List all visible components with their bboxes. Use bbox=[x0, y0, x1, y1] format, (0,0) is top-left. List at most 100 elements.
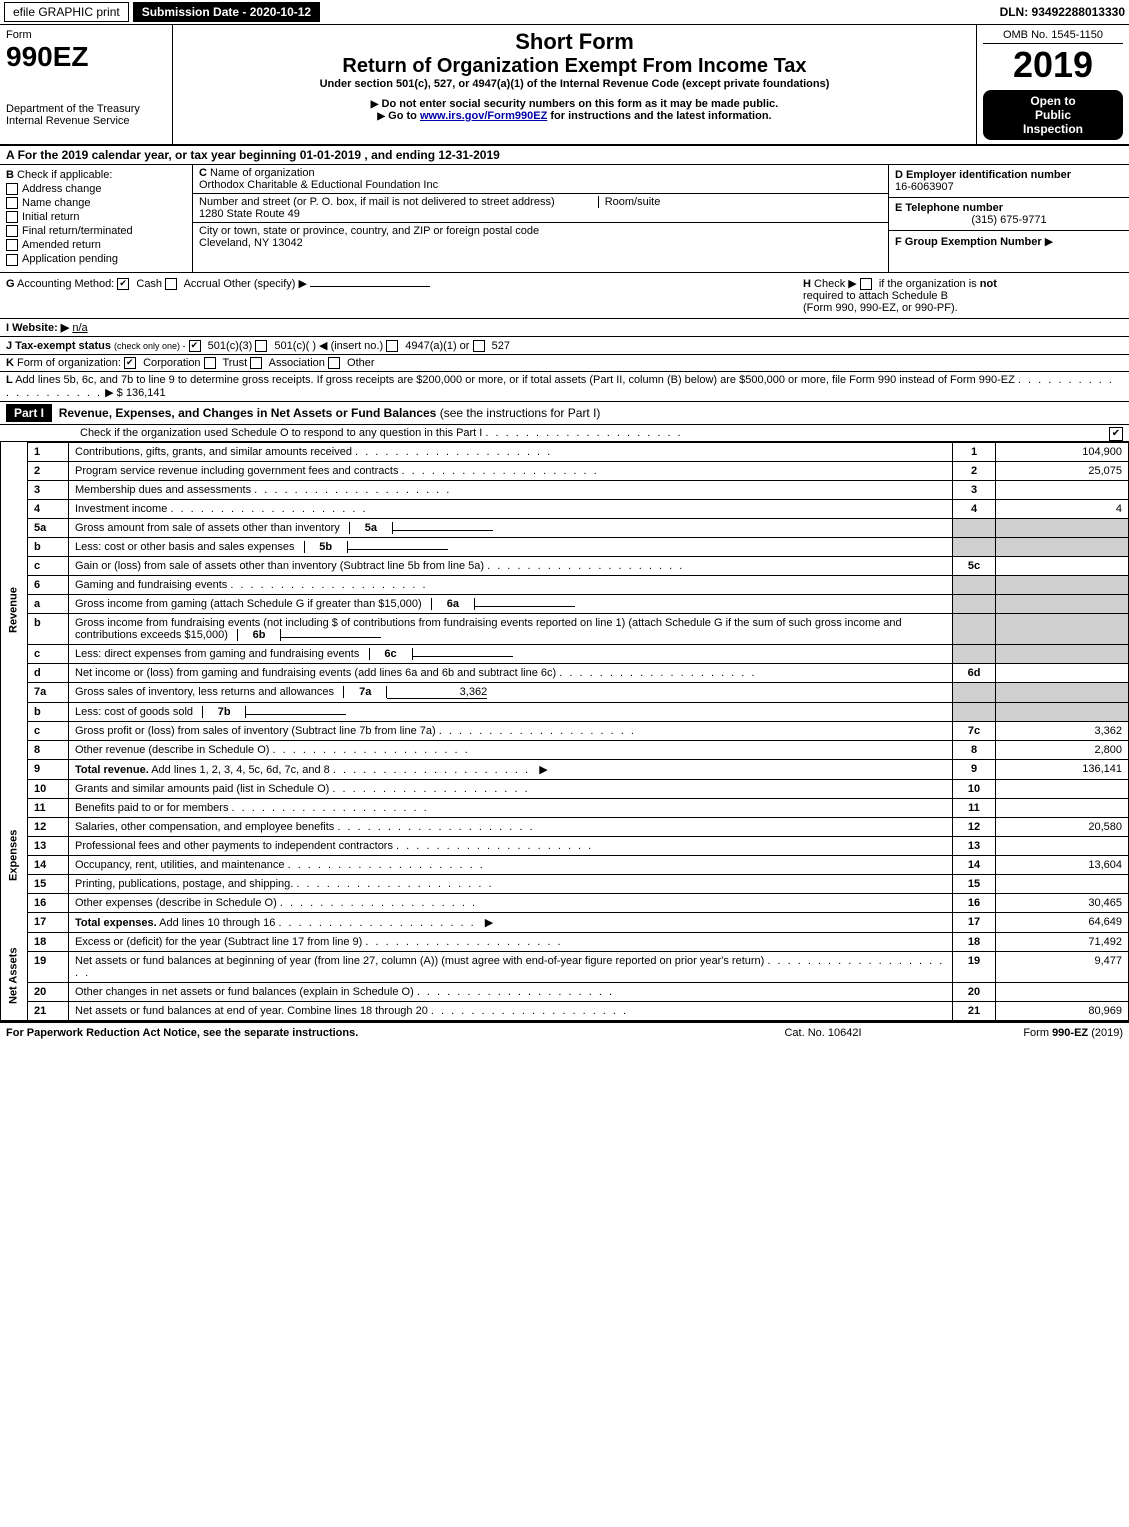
check-501c3[interactable] bbox=[189, 340, 201, 352]
line-box-number bbox=[953, 594, 996, 613]
line-box-number bbox=[953, 537, 996, 556]
k-text: Form of organization: bbox=[17, 357, 121, 369]
line-description: Total revenue. Add lines 1, 2, 3, 4, 5c,… bbox=[69, 759, 953, 779]
line-number: 6 bbox=[28, 575, 69, 594]
other-specify: Other (specify) ▶ bbox=[223, 278, 307, 290]
form-number: 990EZ bbox=[6, 41, 166, 73]
part1-label: Part I bbox=[6, 404, 52, 422]
open-to: Open to bbox=[987, 94, 1119, 108]
line-description: Other expenses (describe in Schedule O) bbox=[69, 893, 953, 912]
line-amount: 4 bbox=[996, 499, 1129, 518]
check-4947[interactable] bbox=[386, 340, 398, 352]
section-b: B Check if applicable: Address change Na… bbox=[0, 165, 193, 272]
line-number: b bbox=[28, 537, 69, 556]
line-number: 10 bbox=[28, 779, 69, 798]
line-description: Less: direct expenses from gaming and fu… bbox=[69, 644, 953, 663]
part1-check-line: Check if the organization used Schedule … bbox=[0, 425, 1129, 442]
expenses-side-label: Expenses bbox=[1, 779, 28, 932]
line-amount: 3,362 bbox=[996, 721, 1129, 740]
inner-box-value bbox=[393, 530, 493, 531]
check-name-change[interactable]: Name change bbox=[6, 197, 186, 209]
footer-center: Cat. No. 10642I bbox=[723, 1027, 923, 1039]
row-g-h: G Accounting Method: Cash Accrual Other … bbox=[0, 273, 1129, 319]
line-box-number: 4 bbox=[953, 499, 996, 518]
line-number: 3 bbox=[28, 480, 69, 499]
check-501c[interactable] bbox=[255, 340, 267, 352]
l-label: L bbox=[6, 374, 13, 386]
line-description: Gross income from gaming (attach Schedul… bbox=[69, 594, 953, 613]
footer-right: Form 990-EZ (2019) bbox=[923, 1027, 1123, 1039]
check-application-pending[interactable]: Application pending bbox=[6, 253, 186, 265]
line-row: 2Program service revenue including gover… bbox=[1, 461, 1129, 480]
f-arrow-icon: ▶ bbox=[1045, 236, 1053, 248]
line-row: 6Gaming and fundraising events bbox=[1, 575, 1129, 594]
line-box-number bbox=[953, 518, 996, 537]
final-return-label: Final return/terminated bbox=[22, 225, 133, 237]
inner-box-label: 6c bbox=[369, 648, 413, 660]
city-row: City or town, state or province, country… bbox=[193, 223, 888, 251]
check-final-return[interactable]: Final return/terminated bbox=[6, 225, 186, 237]
check-accrual[interactable] bbox=[165, 278, 177, 290]
line-box-number bbox=[953, 644, 996, 663]
line-amount bbox=[996, 663, 1129, 682]
city-value: Cleveland, NY 13042 bbox=[199, 237, 303, 249]
line-row: 17Total expenses. Add lines 10 through 1… bbox=[1, 912, 1129, 932]
check-527[interactable] bbox=[473, 340, 485, 352]
line-box-number: 21 bbox=[953, 1001, 996, 1020]
check-other-org[interactable] bbox=[328, 357, 340, 369]
f-label: F Group Exemption Number bbox=[895, 236, 1042, 248]
check-initial-return[interactable]: Initial return bbox=[6, 211, 186, 223]
line-row: 5aGross amount from sale of assets other… bbox=[1, 518, 1129, 537]
org-name: Orthodox Charitable & Eductional Foundat… bbox=[199, 179, 438, 191]
part1-header: Part I Revenue, Expenses, and Changes in… bbox=[0, 402, 1129, 425]
inner-box-label: 7a bbox=[343, 686, 387, 698]
application-pending-label: Application pending bbox=[22, 253, 118, 265]
j-insert: ◀ (insert no.) bbox=[319, 340, 383, 352]
line-description: Program service revenue including govern… bbox=[69, 461, 953, 480]
line-description: Gross sales of inventory, less returns a… bbox=[69, 682, 953, 702]
footer-right-prefix: Form bbox=[1023, 1027, 1052, 1039]
line-amount: 2,800 bbox=[996, 740, 1129, 759]
g-text: Accounting Method: bbox=[17, 278, 114, 290]
line-row: 12Salaries, other compensation, and empl… bbox=[1, 817, 1129, 836]
phone-value: (315) 675-9771 bbox=[895, 214, 1123, 226]
line-box-number: 9 bbox=[953, 759, 996, 779]
amended-return-label: Amended return bbox=[22, 239, 101, 251]
line-number: 2 bbox=[28, 461, 69, 480]
line-box-number: 12 bbox=[953, 817, 996, 836]
k-assoc: Association bbox=[269, 357, 325, 369]
inspection: Inspection bbox=[987, 122, 1119, 136]
j-text: (check only one) - bbox=[114, 341, 186, 351]
line-box-number: 1 bbox=[953, 442, 996, 461]
line-row: Net Assets18Excess or (deficit) for the … bbox=[1, 932, 1129, 951]
part1-checkbox[interactable] bbox=[1109, 427, 1123, 441]
check-amended-return[interactable]: Amended return bbox=[6, 239, 186, 251]
line-amount bbox=[996, 518, 1129, 537]
dln-label: DLN: 93492288013330 bbox=[1000, 5, 1125, 19]
addr-value: 1280 State Route 49 bbox=[199, 208, 300, 220]
line-number: 1 bbox=[28, 442, 69, 461]
line-description: Total expenses. Add lines 10 through 16 … bbox=[69, 912, 953, 932]
efile-print-button[interactable]: efile GRAPHIC print bbox=[4, 2, 129, 22]
section-a: A For the 2019 calendar year, or tax yea… bbox=[0, 146, 1129, 165]
line-description: Occupancy, rent, utilities, and maintena… bbox=[69, 855, 953, 874]
address-change-label: Address change bbox=[22, 183, 102, 195]
submission-date-button[interactable]: Submission Date - 2020-10-12 bbox=[133, 2, 320, 22]
check-cash[interactable] bbox=[117, 278, 129, 290]
irs-link[interactable]: www.irs.gov/Form990EZ bbox=[420, 110, 547, 122]
check-assoc[interactable] bbox=[250, 357, 262, 369]
check-trust[interactable] bbox=[204, 357, 216, 369]
inner-box-value: 3,362 bbox=[387, 686, 487, 699]
footer-left: For Paperwork Reduction Act Notice, see … bbox=[6, 1027, 723, 1039]
line-description: Salaries, other compensation, and employ… bbox=[69, 817, 953, 836]
check-address-change[interactable]: Address change bbox=[6, 183, 186, 195]
line-amount: 64,649 bbox=[996, 912, 1129, 932]
phone-row: E Telephone number (315) 675-9771 bbox=[889, 198, 1129, 231]
address-row: Number and street (or P. O. box, if mail… bbox=[193, 194, 888, 223]
line-amount bbox=[996, 644, 1129, 663]
check-h[interactable] bbox=[860, 278, 872, 290]
check-corp[interactable] bbox=[124, 357, 136, 369]
line-amount bbox=[996, 480, 1129, 499]
line-amount bbox=[996, 702, 1129, 721]
d-label: D Employer identification number bbox=[895, 169, 1071, 181]
